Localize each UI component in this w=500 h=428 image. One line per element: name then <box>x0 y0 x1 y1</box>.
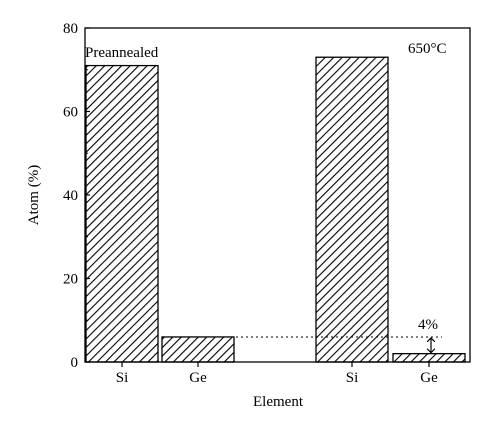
x-tick-label: Ge <box>420 370 438 386</box>
reference-line-group <box>236 336 442 353</box>
x-tick-label: Si <box>346 370 359 386</box>
y-axis-ticks: 0 20 40 60 80 <box>63 21 90 371</box>
bar-650c-ge <box>392 352 466 363</box>
x-axis-label: Element <box>253 394 304 410</box>
bars-group <box>85 56 466 363</box>
y-tick-label: 40 <box>63 188 78 204</box>
panel-label-preannealed: Preannealed <box>85 45 159 61</box>
x-tick-label: Ge <box>189 370 207 386</box>
bar-preannealed-ge <box>161 336 235 363</box>
y-axis-label: Atom (%) <box>26 165 42 225</box>
x-tick-label: Si <box>116 370 129 386</box>
y-tick-label: 60 <box>63 105 78 121</box>
panel-label-650c: 650°C <box>408 41 447 57</box>
y-tick-label: 0 <box>71 355 79 371</box>
bar-preannealed-si <box>85 64 159 363</box>
y-tick-label: 20 <box>63 272 78 288</box>
x-axis-ticks: Si Ge Si Ge <box>116 362 438 386</box>
y-tick-label: 80 <box>63 21 78 37</box>
bar-650c-si <box>315 56 389 363</box>
difference-annotation: 4% <box>418 317 438 333</box>
